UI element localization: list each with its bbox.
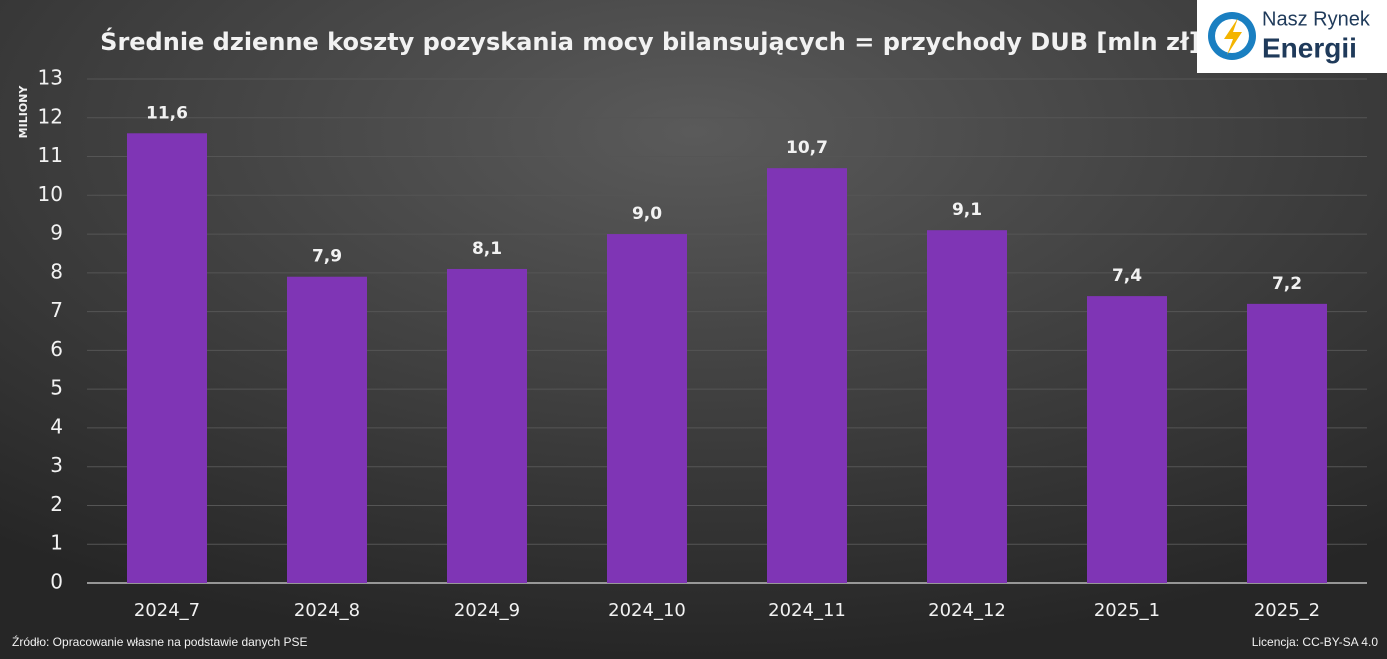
data-label: 9,0 <box>632 204 662 224</box>
x-tick-label: 2025_2 <box>1254 600 1320 621</box>
logo-bolt <box>1224 18 1242 55</box>
logo: Nasz Rynek Energii <box>1197 0 1387 73</box>
bar <box>927 230 1007 583</box>
y-tick-label: 9 <box>50 221 63 245</box>
data-label: 7,2 <box>1272 274 1302 294</box>
chart-title: Średnie dzienne koszty pozyskania mocy b… <box>100 26 1200 56</box>
y-tick-label: 1 <box>50 531 63 555</box>
y-axis-label: MILIONY <box>17 85 30 139</box>
logo-text: Nasz Rynek <box>1262 8 1371 30</box>
data-label: 11,6 <box>146 103 188 123</box>
y-tick-label: 10 <box>38 182 63 206</box>
bar <box>1247 303 1327 583</box>
data-label: 8,1 <box>472 239 502 259</box>
data-label: 7,9 <box>312 247 342 267</box>
y-tick-label: 4 <box>50 414 63 438</box>
y-tick-label: 13 <box>38 66 63 90</box>
x-tick-label: 2025_1 <box>1094 600 1160 621</box>
y-tick-label: 8 <box>50 259 63 283</box>
y-tick-label: 0 <box>50 570 63 594</box>
y-tick-label: 7 <box>50 298 63 322</box>
logo-text: Energii <box>1262 32 1357 63</box>
data-label: 10,7 <box>786 138 828 158</box>
data-label: 7,4 <box>1112 266 1142 286</box>
y-tick-label: 2 <box>50 492 63 516</box>
y-tick-label: 3 <box>50 453 63 477</box>
y-tick-label: 11 <box>38 143 63 167</box>
y-tick-label: 5 <box>50 376 63 400</box>
x-tick-label: 2024_12 <box>928 600 1006 621</box>
bar <box>127 133 207 583</box>
bar <box>767 168 847 583</box>
y-tick-label: 12 <box>38 104 63 128</box>
source-note: Źródło: Opracowanie własne na podstawie … <box>12 634 308 649</box>
bar <box>607 234 687 584</box>
x-tick-label: 2024_11 <box>768 600 846 621</box>
data-label: 9,1 <box>952 200 982 220</box>
bar <box>287 276 367 583</box>
x-tick-label: 2024_8 <box>294 600 360 621</box>
bar <box>447 268 527 583</box>
x-tick-label: 2024_10 <box>608 600 686 621</box>
y-tick-label: 6 <box>50 337 63 361</box>
bar <box>1087 296 1167 583</box>
x-tick-label: 2024_9 <box>454 600 520 621</box>
x-tick-label: 2024_7 <box>134 600 200 621</box>
license-note: Licencja: CC-BY-SA 4.0 <box>1252 635 1379 649</box>
